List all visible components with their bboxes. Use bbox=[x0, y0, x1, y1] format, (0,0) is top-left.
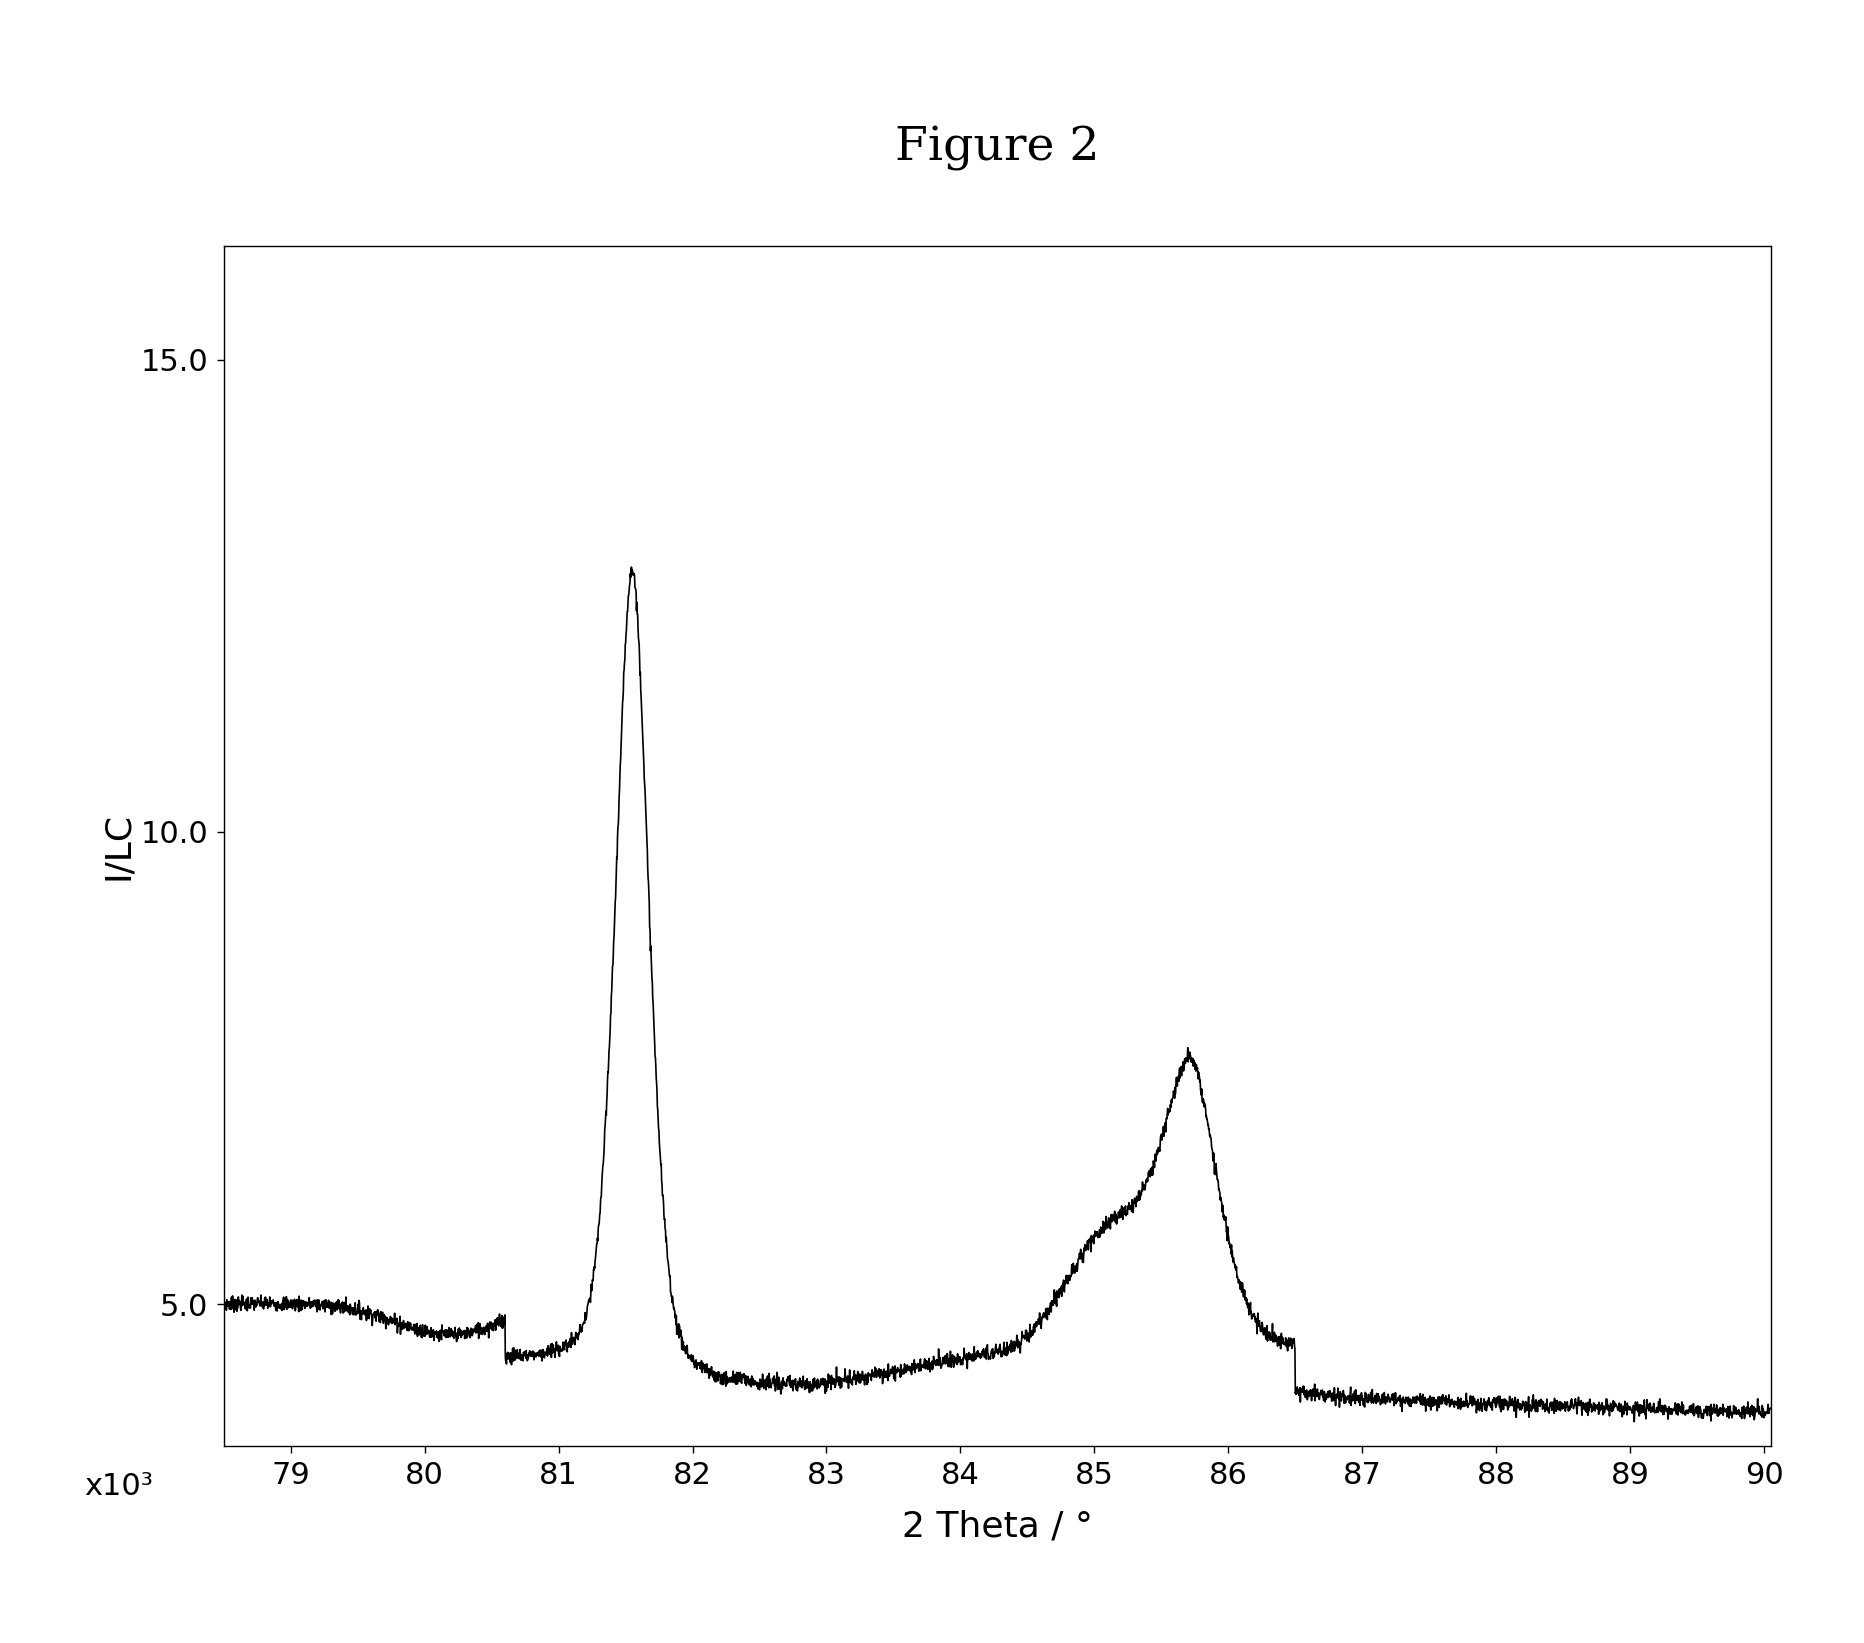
Text: x10³: x10³ bbox=[84, 1472, 153, 1502]
X-axis label: 2 Theta / °: 2 Theta / ° bbox=[902, 1510, 1092, 1543]
Text: Figure 2: Figure 2 bbox=[895, 125, 1100, 171]
Y-axis label: I/LC: I/LC bbox=[101, 812, 136, 881]
